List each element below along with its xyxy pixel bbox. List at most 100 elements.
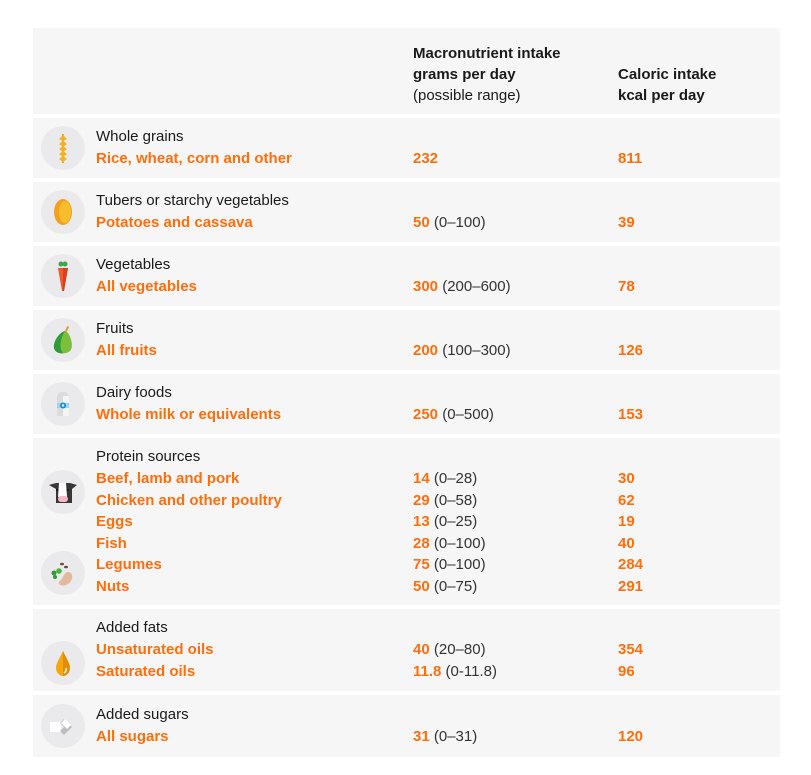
category-label: Added fats [96, 619, 168, 636]
kcal-value: 96 [618, 662, 635, 680]
category-label: Protein sources [96, 448, 201, 465]
item-label: Beef, lamb and pork [96, 470, 240, 487]
kcal-value: 19 [618, 513, 635, 530]
kcal-value: 291 [618, 577, 644, 595]
row-dairy: Dairy foods Whole milk or equivalents 25… [33, 374, 780, 434]
legumes-icon [41, 551, 85, 595]
item-label: All sugars [96, 727, 169, 745]
item-label: Unsaturated oils [96, 641, 214, 658]
grams-value: 29 (0–58) [413, 490, 477, 512]
item-label: Whole milk or equivalents [96, 406, 282, 423]
grams-range: (0–28) [433, 470, 478, 487]
header-caloric: Caloric intake kcal per day [618, 64, 716, 106]
item-label: Chicken and other poultry [96, 491, 282, 509]
grams-range: (0–58) [433, 491, 478, 509]
category-label: Tubers or starchy vegetables [96, 192, 289, 209]
kcal-value: 39 [618, 214, 635, 231]
header-macronutrient-note: (possible range) [413, 87, 521, 104]
grams-number: 200 [413, 342, 439, 359]
category-label: Fruits [96, 320, 134, 337]
kcal-value: 120 [618, 727, 644, 745]
carrot-icon [41, 254, 85, 298]
header-macronutrient: Macronutrient intake grams per day (poss… [413, 43, 561, 106]
grams-number: 40 [413, 641, 430, 658]
grams-value: 40 (20–80) [413, 639, 486, 661]
kcal-value: 126 [618, 342, 644, 359]
pear-icon [41, 318, 85, 362]
row-protein-sources: Protein sources Beef, lamb and pork Chic… [33, 438, 780, 605]
category-label: Added sugars [96, 706, 189, 723]
category-label: Dairy foods [96, 384, 172, 401]
item-label: Nuts [96, 577, 130, 595]
grams-range: (100–300) [442, 342, 511, 359]
wheat-icon [41, 126, 85, 170]
kcal-value: 30 [618, 470, 635, 487]
grams-range: (0–100) [433, 556, 486, 573]
oil-drop-icon [41, 641, 85, 685]
item-label: Legumes [96, 556, 162, 573]
grams-number: 29 [413, 491, 430, 509]
grams-range: (0-11.8) [445, 662, 497, 680]
grams-range: (20–80) [433, 641, 486, 658]
header-macronutrient-title: Macronutrient intake [413, 45, 561, 62]
grams-range: (0–100) [433, 534, 486, 552]
grams-value: 250 (0–500) [413, 404, 494, 426]
grams-range: (0–25) [433, 513, 478, 530]
kcal-value: 62 [618, 491, 635, 509]
item-label: All fruits [96, 342, 157, 359]
grams-number: 75 [413, 556, 430, 573]
grams-range: (0–75) [433, 577, 478, 595]
potato-icon [41, 190, 85, 234]
row-tubers: Tubers or starchy vegetables Potatoes an… [33, 182, 780, 242]
diet-table: Macronutrient intake grams per day (poss… [33, 28, 780, 761]
category-label: Whole grains [96, 128, 184, 145]
grams-range: (0–31) [433, 727, 478, 745]
header-caloric-unit: kcal per day [618, 87, 705, 104]
grams-value: 75 (0–100) [413, 554, 486, 576]
grams-number: 14 [413, 470, 430, 487]
grams-value: 50 (0–75) [413, 576, 477, 598]
grams-value: 28 (0–100) [413, 533, 486, 555]
grams-number: 50 [413, 214, 430, 231]
grams-number: 232 [413, 150, 439, 167]
grams-number: 50 [413, 577, 430, 595]
kcal-value: 153 [618, 406, 644, 423]
grams-number: 31 [413, 727, 430, 745]
category-label: Vegetables [96, 256, 171, 273]
grams-number: 13 [413, 513, 430, 530]
grams-range: (0–100) [433, 214, 486, 231]
sugar-cube-icon [41, 704, 85, 748]
item-label: Potatoes and cassava [96, 214, 253, 231]
kcal-value: 811 [618, 150, 643, 167]
grams-value: 14 (0–28) [413, 468, 477, 490]
kcal-value: 284 [618, 556, 644, 573]
row-added-sugars: Added sugars All sugars 31 (0–31) 120 [33, 695, 780, 757]
item-label: Fish [96, 534, 127, 552]
header-macronutrient-unit: grams per day [413, 66, 516, 83]
grams-value: 200 (100–300) [413, 340, 511, 362]
table-header: Macronutrient intake grams per day (poss… [33, 28, 780, 114]
kcal-value: 40 [618, 534, 635, 552]
item-label: Saturated oils [96, 662, 196, 680]
grams-value: 232 [413, 148, 438, 170]
grams-value: 31 (0–31) [413, 726, 477, 748]
item-label: Rice, wheat, corn and other [96, 150, 292, 167]
grams-number: 300 [413, 278, 439, 295]
row-added-fats: Added fats Unsaturated oils Saturated oi… [33, 609, 780, 691]
item-label: All vegetables [96, 278, 197, 295]
grams-number: 250 [413, 406, 439, 423]
grams-number: 11.8 [413, 662, 442, 680]
grams-value: 13 (0–25) [413, 511, 477, 533]
item-label: Eggs [96, 513, 133, 530]
grams-range: (200–600) [442, 278, 511, 295]
row-vegetables: Vegetables All vegetables 300 (200–600) … [33, 246, 780, 306]
kcal-value: 78 [618, 278, 635, 295]
grams-value: 50 (0–100) [413, 212, 486, 234]
header-caloric-title: Caloric intake [618, 66, 717, 83]
grams-range: (0–500) [442, 406, 494, 423]
row-fruits: Fruits All fruits 200 (100–300) 126 [33, 310, 780, 370]
cow-icon [41, 470, 85, 514]
milk-carton-icon [41, 382, 85, 426]
kcal-value: 354 [618, 641, 644, 658]
row-whole-grains: Whole grains Rice, wheat, corn and other… [33, 118, 780, 178]
